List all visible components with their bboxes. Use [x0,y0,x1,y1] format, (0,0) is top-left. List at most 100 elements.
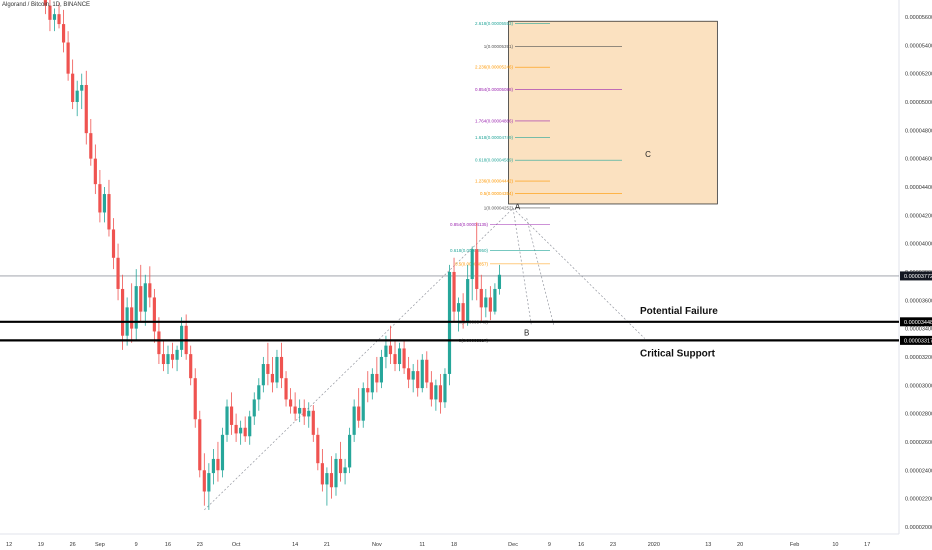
price-tick-label: 0.00002800 [905,412,932,418]
candle-body [229,406,234,425]
price-tick-label: 0.00002000 [905,525,932,531]
time-tick-label: 16 [165,542,171,548]
dashed-projection-line [512,208,532,325]
candle-body [348,434,352,468]
fib-level-label: 0.618(0.00003950) [450,248,489,253]
candle-body [311,410,315,435]
candle-body [388,345,393,355]
candle-body [298,407,302,414]
candle-body [57,14,61,25]
candle-body [334,458,338,488]
candle-body [93,158,97,185]
candle-body [220,434,225,471]
candle-body [316,434,320,464]
candle-body [61,24,66,43]
chart-title: Algorand / Bitcoin, 1D, BINANCE [2,2,91,8]
price-tick-label: 0.00004800 [905,128,932,134]
fib-level-label: 0.618(0.00004589) [475,158,514,163]
candle-body [84,84,88,134]
wave-label: A [515,203,521,212]
price-badge [900,335,932,345]
time-axis: 12 19 26 Sep 9 16 23 Oct 14 21 Nov 11 18 Dec 9 16 23 2020… [6,542,870,548]
time-tick-label: 16 [578,542,584,548]
fib-level-label: 1(0.00004252) [484,205,514,210]
candle-body [302,407,306,417]
candle-body [157,331,161,355]
candle-body [152,297,156,332]
price-tick-label: 0.00005000 [905,100,932,106]
time-tick-label: 18 [451,542,457,548]
candle-body [434,385,438,400]
candle-body [357,406,361,421]
candle-body [343,467,347,474]
fib-level-label: 0.5(0.00004354) [480,191,514,196]
horizontal-level-label: Potential Failure [640,306,718,317]
candle-body [293,406,297,414]
candle-body [325,473,329,485]
candle-body [202,470,206,492]
candle-body [452,271,456,312]
wave-label: B [524,329,529,338]
candle-body [275,356,279,383]
candle-body [139,286,143,312]
time-tick-label: 12 [6,542,12,548]
candle-body [375,373,379,383]
candle-body [193,378,197,420]
candle-body [243,427,247,437]
candle-body [338,458,343,474]
candle-body [252,399,256,417]
time-tick-label: 26 [70,542,76,548]
price-tick-label: 0.00004600 [905,157,932,163]
candle-body [420,359,424,389]
candle-body [284,378,288,400]
time-tick-label: 21 [324,542,330,548]
candle-body [170,354,175,360]
candle-body [111,229,116,258]
candle-body [80,84,84,91]
candle-body [48,5,52,20]
candle-body [107,194,111,230]
candle-body [411,371,415,380]
fib-level-label: 2.236(0.00005246) [475,65,514,70]
fib-level-label: 0.854(0.00004135) [450,222,489,227]
candle-body [189,354,193,379]
candle-body [257,385,261,400]
candle-body [497,274,502,289]
fib-level-label: 1.618(0.00004749) [475,135,514,140]
time-tick-label: Feb [790,542,799,548]
candle-body [329,473,334,488]
time-tick-label: Dec [508,542,518,548]
time-tick-label: 9 [135,542,138,548]
candle-body [493,288,497,312]
candle-body [470,249,474,280]
fib-level-label: 1.764(0.00004866) [475,118,514,123]
candle-body [266,364,270,374]
horizontal-level-label: Critical Support [640,348,716,359]
candle-body [366,388,370,393]
time-tick-label: 17 [864,542,870,548]
candle-body [384,345,388,357]
price-badge-label: 0.00003772 [904,274,932,280]
price-tick-label: 0.00004200 [905,213,932,219]
candle-body [479,288,483,308]
wave-labels: A B C [515,150,651,337]
price-tick-label: 0.00004000 [905,242,932,248]
candle-body [71,73,75,102]
candle-body [393,354,397,365]
time-tick-label: 11 [419,542,425,548]
candle-body [207,473,211,492]
candle-body [116,257,120,289]
candle-body [248,416,252,437]
candle-body [484,297,488,308]
price-badge-label: 0.00003448 [904,320,932,326]
time-tick-label: Oct [232,542,241,548]
price-tick-label: 0.00003400 [905,327,932,333]
candle-body [143,283,147,312]
candle-body [402,348,406,369]
candle-body [161,354,166,365]
candle-body [307,410,311,417]
price-tick-label: 0.00003200 [905,355,932,361]
fib-level-label: 0.854(0.00005088) [475,87,514,92]
fib-level-label: 1.236(0.00004442) [475,179,514,184]
